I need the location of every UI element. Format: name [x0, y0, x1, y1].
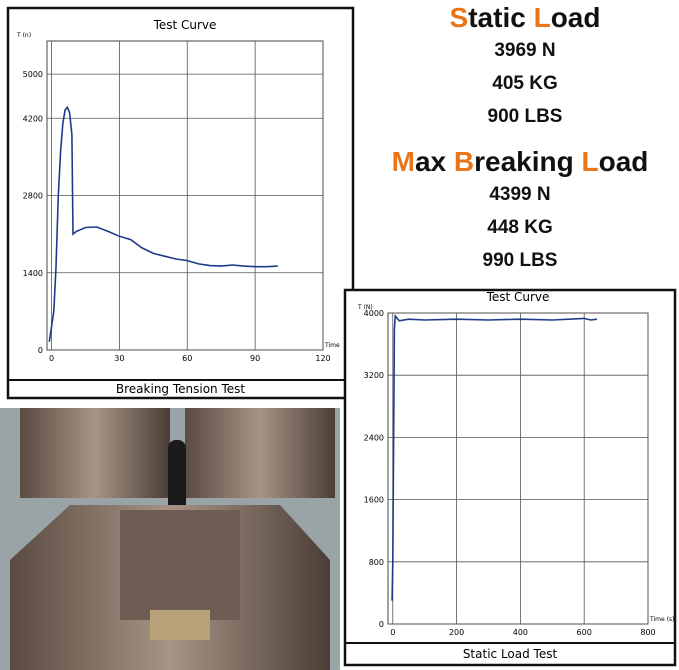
x-tick-label: 0 — [390, 628, 395, 637]
x-tick-label: 400 — [513, 628, 528, 637]
photo — [0, 408, 340, 670]
initial: M — [391, 146, 415, 177]
value: 405 KG — [492, 73, 558, 94]
value: 900 LBS — [487, 106, 563, 127]
chart-caption: Breaking Tension Test — [116, 382, 246, 396]
max-load-title: Max Breaking Load — [370, 146, 670, 178]
y-tick-label: 800 — [369, 558, 384, 567]
x-tick-label: 90 — [250, 354, 260, 363]
x-tick-label: 0 — [49, 354, 54, 363]
title-part: tatic — [468, 2, 534, 33]
max-load-block: Max Breaking Load 4399 N 448 KG 990 LBS — [370, 146, 670, 277]
x-tick-label: 30 — [114, 354, 124, 363]
title-part: oad — [550, 2, 601, 33]
data-line — [391, 314, 598, 601]
initial: L — [533, 2, 551, 33]
x-tick-label: 60 — [182, 354, 192, 363]
chart-title: Test Curve — [486, 290, 550, 304]
data-line — [48, 105, 278, 342]
upper-grip-left — [20, 408, 170, 498]
chart-caption: Static Load Test — [463, 647, 558, 661]
static-load-title: Static Load — [380, 2, 670, 34]
y-tick-label: 4000 — [364, 309, 384, 318]
initial: S — [449, 2, 469, 33]
chart-frame — [6, 6, 355, 400]
chart-frame — [343, 288, 677, 667]
static-load-block: Static Load 3969 N 405 KG 900 LBS — [380, 2, 670, 133]
upper-grip-right — [185, 408, 335, 498]
y-tick-label: 2400 — [364, 433, 384, 442]
y-tick-label: 2800 — [23, 192, 43, 201]
title-part: oad — [598, 146, 649, 177]
y-tick-label: 5000 — [23, 70, 43, 79]
y-tick-label: 1600 — [364, 496, 384, 505]
value: 3969 N — [494, 40, 556, 61]
lower-jaw — [120, 510, 240, 620]
x-tick-label: 600 — [577, 628, 592, 637]
initial: B — [453, 146, 475, 177]
y-tick-label: 1400 — [23, 269, 43, 278]
chart-title: Test Curve — [153, 18, 217, 32]
value: 990 LBS — [482, 250, 558, 271]
spring — [150, 610, 210, 640]
y-axis-label: T (n) — [16, 32, 31, 39]
y-axis-label: T (N) — [357, 304, 373, 311]
x-axis-label: Time — [324, 342, 340, 349]
y-tick-label: 4200 — [23, 114, 43, 123]
y-tick-label: 0 — [38, 346, 43, 355]
value: 448 KG — [487, 217, 553, 238]
title-part: reaking — [474, 146, 582, 177]
x-tick-label: 200 — [449, 628, 464, 637]
y-tick-label: 3200 — [364, 371, 384, 380]
initial: L — [581, 146, 599, 177]
x-tick-label: 120 — [315, 354, 330, 363]
x-tick-label: 800 — [640, 628, 655, 637]
x-axis-label: Time (s) — [649, 616, 674, 623]
y-tick-label: 0 — [379, 620, 384, 629]
title-part: ax — [414, 146, 454, 177]
value: 4399 N — [489, 184, 551, 205]
